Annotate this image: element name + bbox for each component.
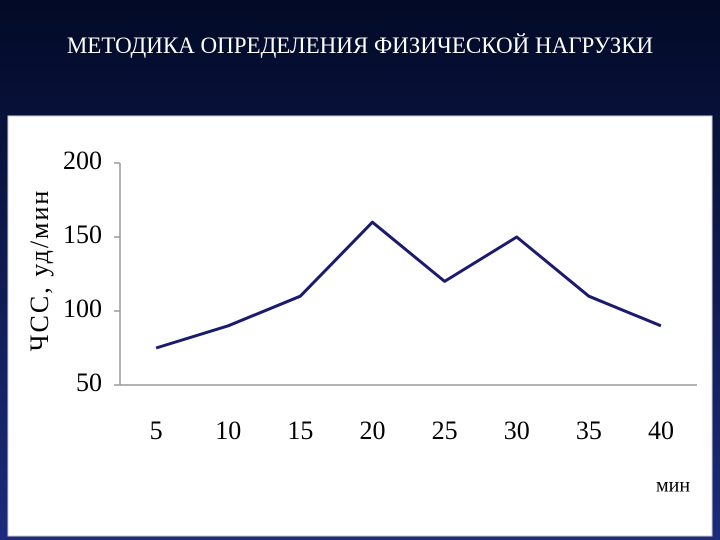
y-tick-label: 200 bbox=[63, 146, 102, 175]
x-tick-label: 35 bbox=[576, 416, 602, 445]
x-tick-label: 10 bbox=[215, 416, 241, 445]
y-tick-label: 50 bbox=[76, 368, 102, 397]
y-tick-label: 150 bbox=[63, 220, 102, 249]
y-tick-label: 100 bbox=[63, 294, 102, 323]
x-axis-label: мин bbox=[656, 475, 690, 497]
chart-title: МЕТОДИКА ОПРЕДЕЛЕНИЯ ФИЗИЧЕСКОЙ НАГРУЗКИ bbox=[66, 33, 654, 58]
x-tick-label: 40 bbox=[648, 416, 674, 445]
x-tick-label: 15 bbox=[287, 416, 313, 445]
x-tick-label: 25 bbox=[432, 416, 458, 445]
chart-panel bbox=[7, 115, 713, 537]
x-tick-label: 30 bbox=[504, 416, 530, 445]
title-box: МЕТОДИКА ОПРЕДЕЛЕНИЯ ФИЗИЧЕСКОЙ НАГРУЗКИ bbox=[66, 33, 654, 58]
data-line bbox=[155, 220, 662, 350]
x-tick-label: 5 bbox=[150, 416, 163, 445]
x-tick-label: 20 bbox=[359, 416, 385, 445]
y-axis-label: ЧСС, уд/мин bbox=[25, 189, 54, 352]
